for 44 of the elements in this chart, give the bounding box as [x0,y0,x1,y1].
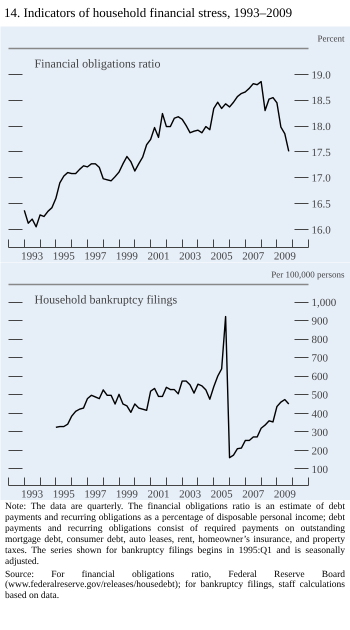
x-tick-label: 1993 [21,488,44,500]
y-axis-title: Per 100,000 persons [271,270,345,280]
y-tick-label: 600 [312,371,328,384]
y-tick-label: 16.5 [312,198,332,211]
x-tick-label: 1995 [52,488,76,500]
y-tick-label: 17.5 [312,146,332,159]
y-tick-label: 500 [312,390,328,402]
text: Household bankruptcy filings [34,292,178,306]
y-tick-label: 700 [312,352,328,365]
x-tick-label: 1993 [21,250,44,262]
x-tick-label: 2001 [148,250,170,262]
x-tick-label: 2003 [179,488,202,500]
y-axis-title: Percent [318,34,345,44]
line-series [55,316,290,458]
y-tick-label: 1,000 [312,297,337,310]
x-tick-label: 1997 [84,250,107,262]
y-tick-label: 300 [312,426,328,439]
x-tick-label: 1999 [116,250,138,262]
x-tick-label: 1999 [116,488,138,500]
x-tick-label: 2005 [210,250,234,262]
source-note: Source: For financial obligations ratio, Federal Reserve Board (www.federalreserve.gov/releases/housedebt); for bankruptcy filings, staff calculations based on data. [5,570,345,602]
y-tick-label: 400 [312,408,328,420]
x-tick-label: 2003 [179,250,202,262]
y-tick-label: 100 [312,464,328,476]
x-tick-label: 2005 [210,488,234,500]
chart-title: 14. Indicators of household financial stress, 1993–2009 [4,4,292,22]
x-tick-label: 2007 [242,488,265,500]
x-tick-label: 2007 [242,250,265,262]
y-tick-label: 18.5 [312,95,332,108]
y-tick-label: 200 [312,445,328,458]
y-tick-label: 900 [312,316,328,328]
y-tick-label: 16.0 [312,224,332,236]
x-tick-label: 2009 [274,488,296,500]
y-tick-label: 18.0 [312,121,332,134]
y-tick-label: 19.0 [312,69,332,82]
x-tick-label: 1995 [52,250,76,262]
x-tick-label: 2009 [274,250,296,262]
text: Note: The data are quarterly. The financial obligations ratio is an estimate of debt payments and recurring obligations as a percentage of disposable personal income; debt payments and recurring obligations consist of required payments on outstanding mortgage debt, consumer debt, auto leases, rent, homeowner’s insurance, and property taxes. The series shown for bankruptcy filings begins in 1995:Q1 and is seasonally adjusted. [5,502,345,568]
x-tick-label: 1997 [84,488,107,500]
x-tick-label: 2001 [148,488,170,500]
y-tick-label: 17.0 [312,172,332,185]
y-tick-label: 800 [312,334,328,346]
line-series [24,80,290,228]
text: Financial obligations ratio [34,56,160,70]
